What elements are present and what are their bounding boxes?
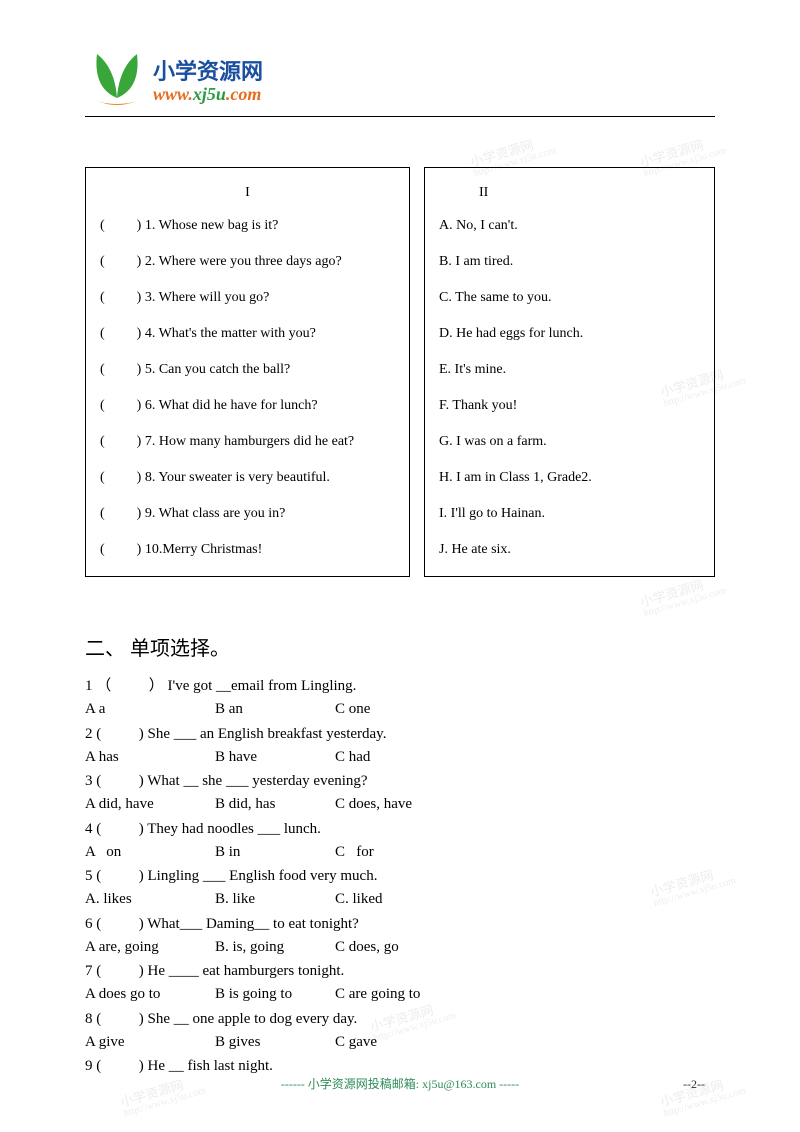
logo-chinese: 小学资源网 bbox=[153, 54, 263, 86]
header: 小学资源网 www.xj5u.com bbox=[85, 50, 715, 108]
section-2-title: 二、 单项选择。 bbox=[85, 632, 715, 661]
option-a: A on bbox=[85, 841, 215, 864]
mc-question: 4 ( ) They had noodles ___ lunch. bbox=[85, 818, 715, 841]
multiple-choice-list: 1 （ ） I've got __email from Lingling.A a… bbox=[85, 675, 715, 1078]
option-b: B an bbox=[215, 698, 335, 721]
header-divider bbox=[85, 116, 715, 117]
option-c: C does, have bbox=[335, 793, 412, 816]
option-a: A a bbox=[85, 698, 215, 721]
mc-options: A onB inC for bbox=[85, 841, 715, 864]
answer-row: A. No, I can't. bbox=[439, 215, 700, 236]
option-c: C had bbox=[335, 746, 370, 769]
option-c: C for bbox=[335, 841, 374, 864]
option-a: A are, going bbox=[85, 936, 215, 959]
answers-box: II A. No, I can't. B. I am tired. C. The s… bbox=[424, 167, 715, 577]
mc-options: A hasB haveC had bbox=[85, 746, 715, 769]
logo-text: 小学资源网 www.xj5u.com bbox=[153, 54, 263, 105]
matching-section: I () 1. Whose new bag is it? () 2. Where … bbox=[85, 167, 715, 577]
question-row: () 4. What's the matter with you? bbox=[100, 323, 395, 344]
option-c: C one bbox=[335, 698, 370, 721]
footer-text: ------ 小学资源网投稿邮箱: xj5u@163.com ----- bbox=[281, 1077, 519, 1091]
question-row: () 10.Merry Christmas! bbox=[100, 539, 395, 560]
answer-row: I. I'll go to Hainan. bbox=[439, 503, 700, 524]
logo-url: www.xj5u.com bbox=[153, 84, 263, 105]
option-b: B. is, going bbox=[215, 936, 335, 959]
mc-options: A are, goingB. is, goingC does, go bbox=[85, 936, 715, 959]
answer-row: C. The same to you. bbox=[439, 287, 700, 308]
mc-question: 5 ( ) Lingling ___ English food very muc… bbox=[85, 865, 715, 888]
mc-question: 6 ( ) What___ Daming__ to eat tonight? bbox=[85, 913, 715, 936]
option-c: C gave bbox=[335, 1031, 377, 1054]
option-b: B did, has bbox=[215, 793, 335, 816]
option-a: A. likes bbox=[85, 888, 215, 911]
question-row: () 3. Where will you go? bbox=[100, 287, 395, 308]
mc-question: 8 ( ) She __ one apple to dog every day. bbox=[85, 1008, 715, 1031]
mc-question: 2 ( ) She ___ an English breakfast yeste… bbox=[85, 723, 715, 746]
option-b: B in bbox=[215, 841, 335, 864]
option-a: A did, have bbox=[85, 793, 215, 816]
footer: ------ 小学资源网投稿邮箱: xj5u@163.com ----- --2… bbox=[0, 1075, 800, 1092]
option-a: A does go to bbox=[85, 983, 215, 1006]
answer-row: J. He ate six. bbox=[439, 539, 700, 560]
option-b: B is going to bbox=[215, 983, 335, 1006]
mc-options: A aB anC one bbox=[85, 698, 715, 721]
question-row: () 9. What class are you in? bbox=[100, 503, 395, 524]
question-row: () 8. Your sweater is very beautiful. bbox=[100, 467, 395, 488]
option-a: A give bbox=[85, 1031, 215, 1054]
question-row: () 1. Whose new bag is it? bbox=[100, 215, 395, 236]
option-a: A has bbox=[85, 746, 215, 769]
questions-box: I () 1. Whose new bag is it? () 2. Where … bbox=[85, 167, 410, 577]
mc-question: 1 （ ） I've got __email from Lingling. bbox=[85, 675, 715, 698]
col1-title: I bbox=[100, 182, 395, 203]
question-row: () 6. What did he have for lunch? bbox=[100, 395, 395, 416]
question-row: () 5. Can you catch the ball? bbox=[100, 359, 395, 380]
option-b: B gives bbox=[215, 1031, 335, 1054]
mc-question: 3 ( ) What __ she ___ yesterday evening? bbox=[85, 770, 715, 793]
option-c: C. liked bbox=[335, 888, 383, 911]
option-c: C does, go bbox=[335, 936, 399, 959]
question-row: () 7. How many hamburgers did he eat? bbox=[100, 431, 395, 452]
option-c: C are going to bbox=[335, 983, 420, 1006]
option-b: B have bbox=[215, 746, 335, 769]
mc-options: A did, haveB did, hasC does, have bbox=[85, 793, 715, 816]
answer-row: B. I am tired. bbox=[439, 251, 700, 272]
answer-row: H. I am in Class 1, Grade2. bbox=[439, 467, 700, 488]
answer-row: F. Thank you! bbox=[439, 395, 700, 416]
col2-title: II bbox=[479, 182, 700, 203]
mc-options: A giveB givesC gave bbox=[85, 1031, 715, 1054]
mc-options: A. likesB. likeC. liked bbox=[85, 888, 715, 911]
mc-question: 7 ( ) He ____ eat hamburgers tonight. bbox=[85, 960, 715, 983]
page-number: --2-- bbox=[683, 1077, 705, 1092]
option-b: B. like bbox=[215, 888, 335, 911]
leaf-logo-icon bbox=[85, 50, 149, 108]
answer-row: E. It's mine. bbox=[439, 359, 700, 380]
answer-row: G. I was on a farm. bbox=[439, 431, 700, 452]
question-row: () 2. Where were you three days ago? bbox=[100, 251, 395, 272]
answer-row: D. He had eggs for lunch. bbox=[439, 323, 700, 344]
mc-options: A does go toB is going toC are going to bbox=[85, 983, 715, 1006]
